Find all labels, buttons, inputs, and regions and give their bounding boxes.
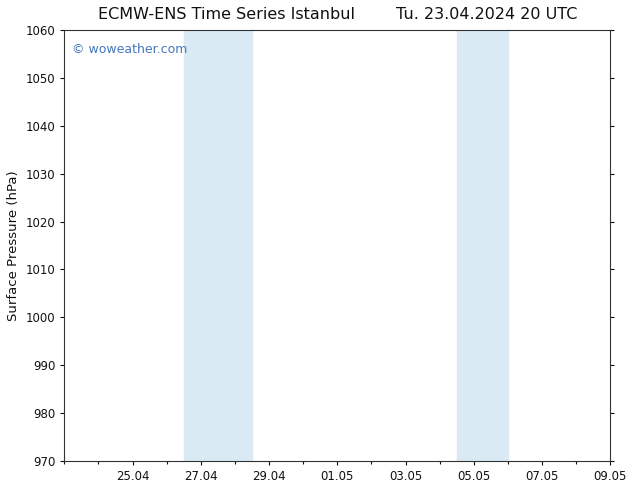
Bar: [184, 30, 252, 461]
Title: ECMW-ENS Time Series Istanbul        Tu. 23.04.2024 20 UTC: ECMW-ENS Time Series Istanbul Tu. 23.04.…: [98, 7, 577, 22]
Y-axis label: Surface Pressure (hPa): Surface Pressure (hPa): [7, 170, 20, 321]
Text: © woweather.com: © woweather.com: [72, 43, 188, 56]
Bar: [456, 30, 508, 461]
